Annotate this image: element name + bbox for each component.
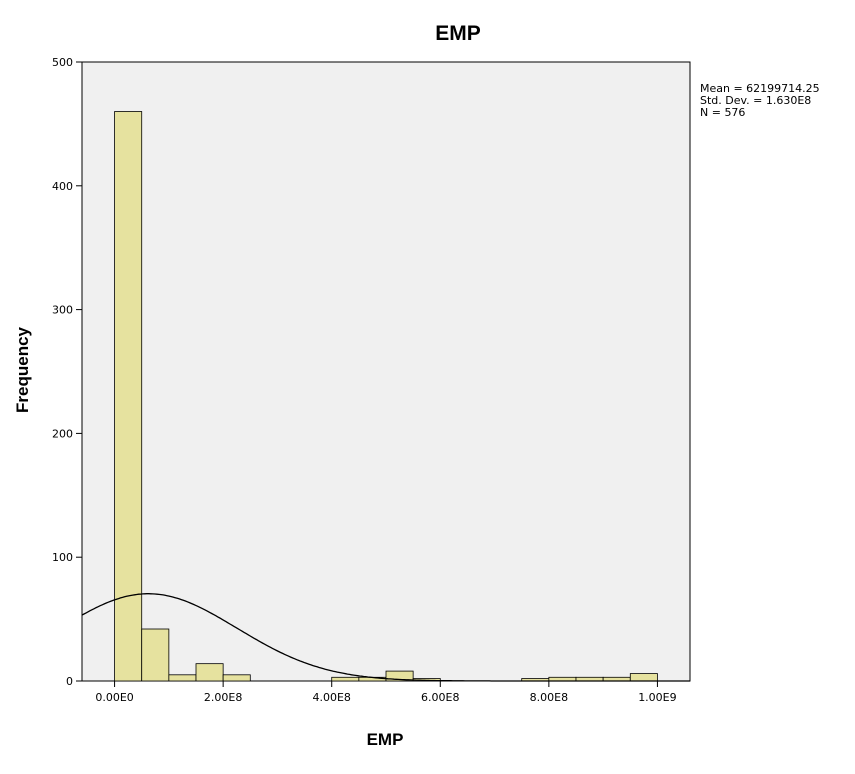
y-axis: 0 100 200 300 400 500 [52, 56, 82, 688]
mean-stat: Mean = 62199714.25 [700, 82, 820, 95]
histogram-bar-0 [114, 111, 143, 682]
y-tick-label-4: 400 [52, 180, 73, 193]
histogram-bar-5 [331, 676, 360, 682]
x-tick-label-1: 2.00E8 [204, 691, 242, 704]
n-stat: N = 576 [700, 106, 746, 119]
histogram-bar-3 [195, 663, 224, 682]
x-axis-label: EMP [367, 730, 404, 749]
x-tick-label-3: 6.00E8 [421, 691, 459, 704]
y-axis-label: Frequency [13, 326, 32, 413]
y-tick-label-3: 300 [52, 304, 73, 317]
histogram-bar-1 [141, 628, 170, 682]
histogram-bar-2 [168, 674, 197, 682]
histogram-bar-7 [385, 670, 414, 682]
x-tick-label-4: 8.00E8 [530, 691, 568, 704]
x-tick-label-2: 4.00E8 [312, 691, 350, 704]
y-tick-label-1: 100 [52, 551, 73, 564]
x-tick-label-5: 1.00E9 [638, 691, 676, 704]
y-tick-label-2: 200 [52, 427, 73, 440]
histogram-bar-13 [629, 673, 658, 682]
y-tick-label-5: 500 [52, 56, 73, 69]
plot-area [81, 61, 691, 682]
statistics-box: Mean = 62199714.25 Std. Dev. = 1.630E8 N… [700, 83, 820, 119]
chart-title: EMP [435, 22, 481, 45]
histogram-bar-4 [222, 674, 251, 682]
y-tick-label-0: 0 [66, 675, 73, 688]
x-tick-label-0: 0.00E0 [95, 691, 133, 704]
bars-group [114, 111, 658, 682]
x-axis: 0.00E0 2.00E8 4.00E8 6.00E8 8.00E8 1.00E9 [95, 681, 677, 704]
normal-curve [81, 593, 690, 682]
std-dev-stat: Std. Dev. = 1.630E8 [700, 94, 812, 107]
